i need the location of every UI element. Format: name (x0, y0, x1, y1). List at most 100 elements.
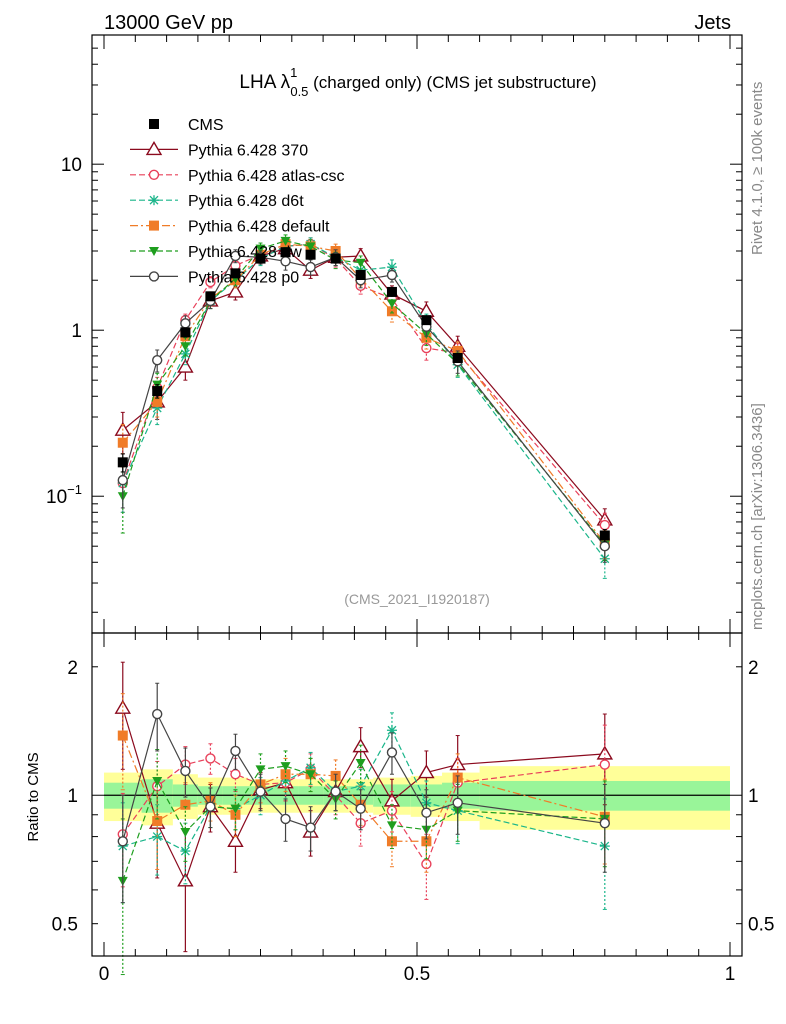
ratio-point (280, 813, 291, 825)
ratio-point (386, 821, 397, 831)
title-rest: (charged only) (CMS jet substructure) (308, 73, 596, 92)
main-point (255, 253, 266, 264)
ratio-point (205, 801, 216, 812)
legend-label-cms: CMS (188, 117, 224, 134)
ratio-point (599, 759, 610, 770)
ratio-point (255, 786, 266, 797)
ratio-ytick-label: 0.5 (52, 915, 78, 936)
ratio-point (117, 730, 128, 741)
ratio-ytick-label-right: 1 (748, 786, 759, 807)
ratio-point (180, 765, 191, 777)
ratio-line-p0 (122, 712, 605, 842)
plot-title: LHA λ1 0.5 (charged only) (CMS jet substr… (239, 65, 596, 99)
title-main: LHA λ (239, 72, 290, 93)
ratio-point (152, 708, 163, 720)
main-line-d6t (122, 243, 606, 560)
ratio-ytick-label-right: 0.5 (748, 915, 774, 936)
ratio-point (386, 747, 398, 758)
x-tick-label: 0.5 (404, 964, 430, 985)
main-point (330, 253, 341, 264)
ratio-series-group (114, 661, 614, 976)
ratio-p0 (117, 682, 610, 904)
legend-marker-default (149, 220, 159, 231)
header-right: Jets (694, 12, 731, 34)
ratio-point (255, 765, 266, 775)
main-point (152, 396, 163, 407)
main-point (180, 342, 191, 352)
main-point (180, 318, 191, 329)
main-ytick-label: 1 (71, 321, 82, 342)
ratio-point (230, 745, 241, 757)
legend-label-d6t: Pythia 6.428 d6t (188, 193, 304, 210)
main-point (152, 386, 163, 397)
ratio-point (418, 764, 435, 779)
legend-marker-cms (149, 119, 159, 129)
ratio-line-dw (122, 761, 605, 882)
ratio-point (355, 803, 366, 814)
ratio-point (330, 786, 341, 797)
ratio-point (305, 822, 316, 833)
main-p0 (117, 249, 610, 563)
main-point (205, 276, 216, 288)
title-superscript: 1 (290, 65, 297, 80)
main-point (386, 299, 397, 309)
legend-label-atlas: Pythia 6.428 atlas-csc (188, 168, 345, 185)
axes: 10−1 1 10 0.5 0.5 1 1 2 2 0 0.5 1 (46, 34, 774, 985)
main-point (177, 358, 194, 373)
main-point (152, 354, 163, 366)
main-ytick-label: 10 (61, 155, 82, 176)
main-point (305, 249, 316, 260)
ratio-point (205, 753, 216, 764)
main-point (452, 353, 463, 364)
ratio-point (180, 799, 191, 810)
ratio-point (230, 804, 241, 814)
main-ytick-exponent: −1 (67, 482, 82, 497)
legend-marker-dw (149, 247, 159, 256)
ratio-ylabel: Ratio to CMS (25, 752, 42, 841)
main-point (386, 286, 397, 297)
main-line-dw (122, 240, 606, 546)
ratio-point (180, 828, 191, 838)
ratio-point (452, 797, 463, 809)
legend-label-p370: Pythia 6.428 370 (188, 142, 308, 159)
main-point (117, 437, 128, 448)
main-point (230, 268, 241, 279)
x-tick-label: 1 (725, 964, 736, 985)
main-point (386, 262, 397, 273)
main-line-p370 (122, 247, 606, 521)
main-point (355, 270, 366, 281)
rivet-label: Rivet 4.1.0, ≥ 100k events (749, 82, 766, 255)
main-point (227, 283, 244, 298)
mcplots-label: mcplots.cern.ch [arXiv:1306.3436] (749, 403, 766, 630)
main-point (305, 242, 316, 252)
ratio-point (596, 745, 614, 760)
main-point (355, 258, 366, 268)
legend-marker-atlas (148, 169, 160, 181)
title-subscript: 0.5 (290, 84, 308, 99)
x-tick-label: 0 (99, 964, 110, 985)
ratio-line-atlas (122, 757, 605, 866)
ratio-ytick-label: 1 (67, 786, 78, 807)
legend-label-p0: Pythia 6.428 p0 (188, 269, 299, 286)
ratio-ytick-label-right: 2 (748, 658, 759, 679)
main-point (599, 519, 610, 531)
ratio-plot-frame (104, 766, 730, 830)
ratio-point (305, 770, 316, 780)
main-point (305, 261, 316, 273)
ratio-point (230, 769, 241, 780)
main-point (117, 457, 128, 468)
legend-label-dw: Pythia 6.428 dw (188, 244, 302, 261)
legend-label-default: Pythia 6.428 default (188, 219, 330, 236)
ratio-ytick-label: 2 (67, 658, 78, 679)
ratio-point (355, 759, 366, 769)
legend-marker-d6t (149, 195, 159, 206)
main-point (599, 530, 610, 541)
ratio-point (227, 832, 244, 847)
main-point (255, 244, 266, 254)
main-point (205, 291, 216, 302)
main-point (180, 327, 191, 338)
ratio-point (599, 817, 610, 829)
legend: CMS Pythia 6.428 370 Pythia 6.428 atlas-cs… (130, 117, 345, 286)
ratio-point (152, 776, 163, 786)
